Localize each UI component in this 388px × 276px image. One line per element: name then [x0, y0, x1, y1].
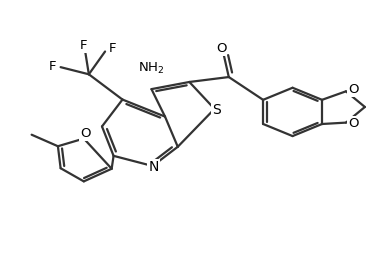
- Text: O: O: [216, 42, 226, 55]
- Text: O: O: [348, 83, 359, 96]
- Text: NH$_2$: NH$_2$: [138, 60, 165, 76]
- Text: F: F: [49, 60, 57, 73]
- Text: S: S: [212, 103, 221, 117]
- Text: F: F: [79, 39, 87, 52]
- Text: O: O: [80, 127, 91, 140]
- Text: F: F: [108, 42, 116, 55]
- Text: O: O: [348, 118, 359, 131]
- Text: N: N: [148, 160, 159, 174]
